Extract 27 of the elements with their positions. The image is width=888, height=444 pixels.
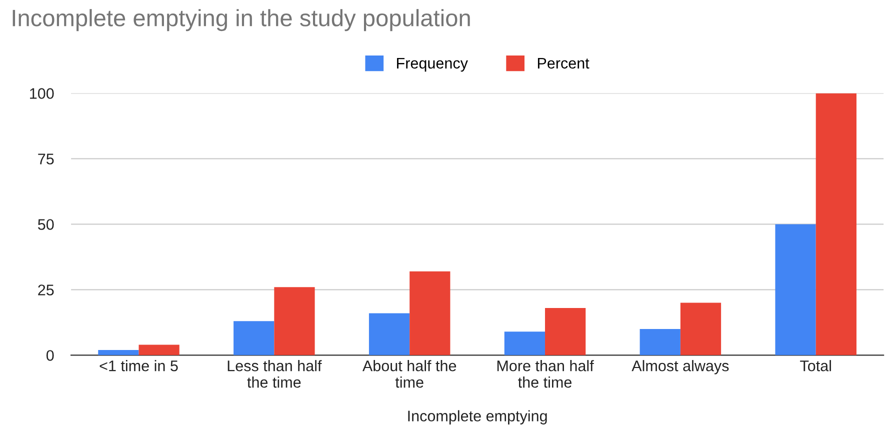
x-axis-title: Incomplete emptying — [408, 410, 547, 424]
bar — [138, 344, 180, 356]
bar — [545, 308, 586, 356]
x-tick-label: Less than half the time — [228, 360, 322, 388]
legend-label: Frequency — [397, 58, 468, 72]
bar — [98, 350, 139, 356]
x-tick-label: <1 time in 5 — [100, 360, 178, 372]
bar — [234, 321, 274, 356]
y-tick-label: 25 — [38, 284, 54, 296]
bar — [368, 313, 410, 356]
chart-title: Incomplete emptying in the study population — [12, 9, 470, 32]
y-tick-label: 100 — [30, 88, 54, 99]
x-tick-label: About half the time — [362, 360, 456, 388]
bar — [775, 224, 816, 356]
bar — [816, 93, 856, 356]
y-tick-label: 50 — [38, 219, 54, 230]
y-tick-label: 75 — [38, 154, 54, 164]
bar — [680, 302, 722, 356]
bar — [274, 287, 315, 356]
bar — [504, 332, 546, 356]
bar — [410, 271, 450, 356]
x-tick-label: More than half the time — [497, 360, 594, 388]
legend-label: Percent — [538, 58, 590, 69]
x-tick-label: Almost always — [632, 360, 729, 374]
bar — [640, 329, 680, 356]
x-tick-label: Total — [800, 360, 831, 372]
y-tick-label: 0 — [46, 350, 54, 361]
